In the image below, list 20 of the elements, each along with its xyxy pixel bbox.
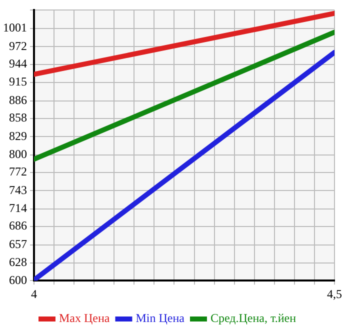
legend-label: Сред.Цена, т.йен [210, 311, 297, 326]
legend-label: Max Цена [58, 311, 110, 326]
y-tick-label: 915 [9, 74, 27, 89]
y-tick-label: 886 [9, 92, 27, 107]
x-tick-label: 4,5 [327, 286, 342, 301]
y-tick-label: 657 [9, 236, 27, 251]
legend-label: Min Цена [136, 311, 186, 326]
y-tick-label: 1001 [3, 20, 27, 35]
y-tick-label: 714 [9, 201, 27, 216]
y-tick-label: 972 [9, 38, 27, 53]
y-tick-label: 944 [9, 56, 27, 70]
y-tick-label: 686 [9, 218, 27, 233]
x-tick-label: 4 [31, 286, 37, 301]
y-tick-label: 743 [9, 182, 27, 197]
y-tick-label: 772 [9, 164, 27, 179]
y-tick-label: 600 [9, 272, 27, 287]
y-tick-label: 628 [9, 255, 27, 270]
y-tick-label: 800 [9, 146, 27, 161]
y-tick-label: 829 [9, 128, 27, 143]
y-tick-label: 858 [9, 110, 27, 125]
